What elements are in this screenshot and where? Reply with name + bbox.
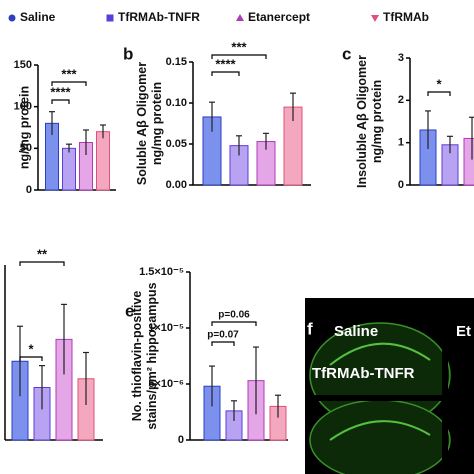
legend-marker xyxy=(371,15,379,22)
brain-structure xyxy=(329,420,431,441)
significance-bracket xyxy=(211,321,257,326)
y-tick-label: 5×10⁻⁶ xyxy=(148,378,184,390)
y-tick-label: 0.15 xyxy=(166,56,187,68)
y-tick-label: 50 xyxy=(20,142,32,154)
significance-bracket xyxy=(211,54,267,59)
legend-marker xyxy=(8,14,16,22)
significance-bracket xyxy=(19,261,65,266)
y-axis-label: ng/mg protein xyxy=(17,86,31,169)
significance-label: **** xyxy=(215,56,236,71)
legend-label: TfRMAb xyxy=(383,10,429,24)
y-tick-label: 3 xyxy=(398,52,404,64)
panel-letter: c xyxy=(342,44,351,63)
significance-label: *** xyxy=(61,66,77,81)
brain-structure xyxy=(329,342,431,366)
significance-label: p=0.07 xyxy=(207,330,239,341)
y-axis-label: ng/mg protein xyxy=(370,80,384,163)
image-label: TfRMAb-TNFR xyxy=(312,365,415,382)
significance-label: ** xyxy=(37,246,48,261)
panel-letter: b xyxy=(123,44,133,63)
significance-label: * xyxy=(436,76,442,91)
bar xyxy=(96,131,110,191)
y-axis-label: Insoluble Aβ Oligomer xyxy=(355,55,369,188)
y-tick-label: 100 xyxy=(14,101,32,113)
y-tick-label: 0.05 xyxy=(166,138,187,150)
significance-label: *** xyxy=(231,39,247,54)
significance-bracket xyxy=(19,356,43,361)
legend-label: Saline xyxy=(20,10,56,24)
significance-label: * xyxy=(28,341,34,356)
significance-bracket xyxy=(211,341,235,346)
brain-images: f Saline Et TfRMAb-TNFR xyxy=(305,298,474,474)
y-tick-label: 150 xyxy=(14,59,32,71)
y-tick-label: 1×10⁻⁵ xyxy=(148,322,184,334)
significance-bracket xyxy=(51,81,87,86)
y-tick-label: 0 xyxy=(26,184,32,196)
y-axis-label: Soluble Aβ Oligomer xyxy=(135,62,149,185)
y-axis-label: ng/mg protein xyxy=(150,82,164,165)
y-tick-label: 0.10 xyxy=(166,97,187,109)
panel-letter: f xyxy=(307,319,313,338)
legend-label: TfRMAb-TNFR xyxy=(118,10,200,24)
y-axis-label: stains/μm² hippocampus xyxy=(145,282,159,429)
y-tick-label: 0 xyxy=(178,434,184,446)
y-tick-label: 2 xyxy=(398,94,404,106)
legend-marker xyxy=(106,14,114,22)
legend-marker xyxy=(236,14,244,21)
image-label: Et xyxy=(456,323,471,340)
significance-bracket xyxy=(427,91,451,96)
y-tick-label: 1 xyxy=(398,137,404,149)
y-tick-label: 0 xyxy=(398,179,404,191)
bar xyxy=(62,147,76,191)
y-axis-label: No. thioflavin-positive xyxy=(130,291,144,422)
significance-bracket xyxy=(51,99,70,104)
significance-bracket xyxy=(211,71,240,76)
panel-letter: e xyxy=(125,301,134,320)
image-label: Saline xyxy=(334,323,378,340)
y-tick-label: 1.5×10⁻⁵ xyxy=(139,266,184,278)
significance-label: p=0.06 xyxy=(218,310,250,321)
brain-slice xyxy=(309,399,451,474)
legend-label: Etanercept xyxy=(248,10,310,24)
significance-label: **** xyxy=(50,84,71,99)
y-tick-label: 0.00 xyxy=(166,179,187,191)
